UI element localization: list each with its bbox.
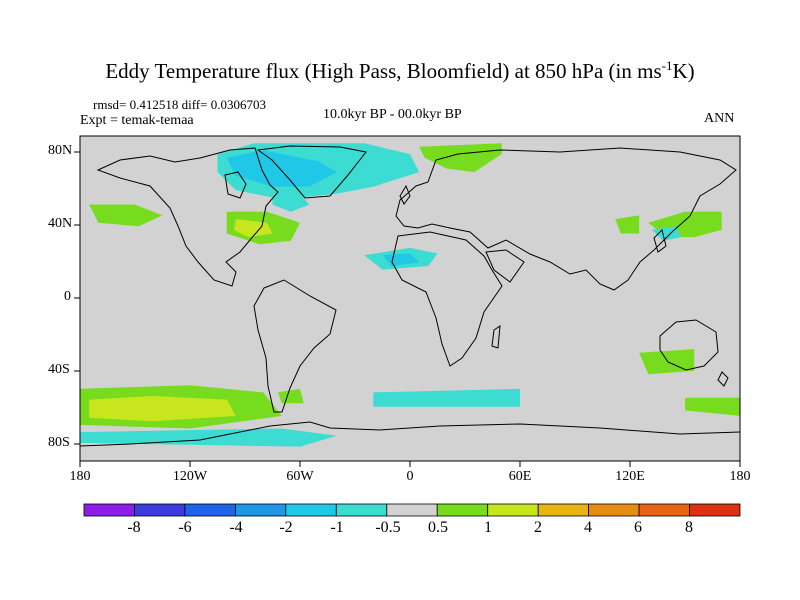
eurasia-coastline <box>395 147 737 291</box>
colorbar-label: 4 <box>584 519 592 536</box>
colorbar-label: 6 <box>634 519 642 536</box>
region-sahara-core-negative <box>382 253 420 266</box>
axis-ticks <box>74 151 741 467</box>
region-southern-ocean-atlantic-negative <box>373 388 520 407</box>
colorbar-swatch <box>285 503 337 517</box>
colorbar-label: 0.5 <box>428 519 448 536</box>
new-zealand-outline <box>717 371 729 387</box>
x-tick-label: 180 <box>729 469 751 484</box>
rmsd-diff-stats: rmsd= 0.412518 diff= 0.0306703 <box>93 97 266 112</box>
hudson-bay-outline <box>224 171 247 199</box>
season-label: ANN <box>704 111 735 126</box>
period-label: 10.0kyr BP - 00.0kyr BP <box>323 107 462 122</box>
y-tick-label: 40S <box>48 362 70 377</box>
colorbar-swatch <box>487 503 539 517</box>
colorbar-swatch <box>134 503 186 517</box>
colorbar-swatch <box>638 503 690 517</box>
region-arctic-positive <box>419 143 502 173</box>
colorbar-swatch <box>386 503 438 517</box>
colorbar-label: -6 <box>178 519 192 536</box>
chart-title: Eddy Temperature flux (High Pass, Bloomf… <box>105 58 695 83</box>
region-antarctic-edge-negative <box>80 428 337 447</box>
x-tick-label: 60E <box>508 469 532 484</box>
y-tick-label: 80S <box>48 435 70 450</box>
x-tick-label: 120W <box>172 469 208 484</box>
south-america-coastline <box>253 279 337 413</box>
x-tick-label: 120E <box>615 469 645 484</box>
japan-outline <box>653 229 667 253</box>
colorbar-swatch <box>436 503 489 517</box>
y-tick-label: 40N <box>48 216 73 231</box>
region-south-america-tip-positive <box>278 388 304 404</box>
experiment-label: Expt = temak-temaa <box>80 113 194 128</box>
region-east-asia-positive <box>615 215 640 234</box>
colorbar-swatch <box>184 503 236 517</box>
x-tick-label: 180 <box>69 469 91 484</box>
region-north-pacific-east-positive <box>89 204 163 227</box>
x-tick-label: 0 <box>406 469 414 484</box>
uk-outline <box>399 184 411 205</box>
colorbar <box>83 503 741 517</box>
colorbar-label: -1 <box>330 519 344 536</box>
arabia-outline <box>485 249 525 283</box>
colorbar-label: 1 <box>484 519 492 536</box>
madagascar-outline <box>491 325 501 349</box>
colorbar-swatch <box>588 503 640 517</box>
colorbar-swatch <box>234 503 287 517</box>
x-tick-label: 60W <box>286 469 314 484</box>
australia-coastline <box>659 319 719 371</box>
colorbar-swatch <box>689 503 741 517</box>
north-america-coastline <box>96 147 279 287</box>
colorbar-label: -0.5 <box>375 519 401 536</box>
colorbar-label: 8 <box>685 519 693 536</box>
colorbar-label: -8 <box>127 519 141 536</box>
region-south-pacific-core-positive <box>89 396 236 422</box>
region-north-atlantic-core-negative <box>226 150 337 187</box>
africa-coastline <box>391 231 503 367</box>
region-labrador-negative <box>272 190 310 212</box>
colorbar-label: 2 <box>534 519 542 536</box>
colorbar-swatch <box>335 503 388 517</box>
y-tick-label: 0 <box>64 289 71 304</box>
colorbar-label: -2 <box>279 519 293 536</box>
colorbar-label: -4 <box>229 519 243 536</box>
coastlines <box>79 145 741 447</box>
colorbar-swatch <box>83 503 135 517</box>
colorbar-swatch <box>537 503 590 517</box>
antarctica-coastline <box>79 421 741 447</box>
greenland-coastline <box>256 145 367 199</box>
y-tick-label: 80N <box>48 143 73 158</box>
region-southern-ocean-indian-positive <box>685 397 740 416</box>
